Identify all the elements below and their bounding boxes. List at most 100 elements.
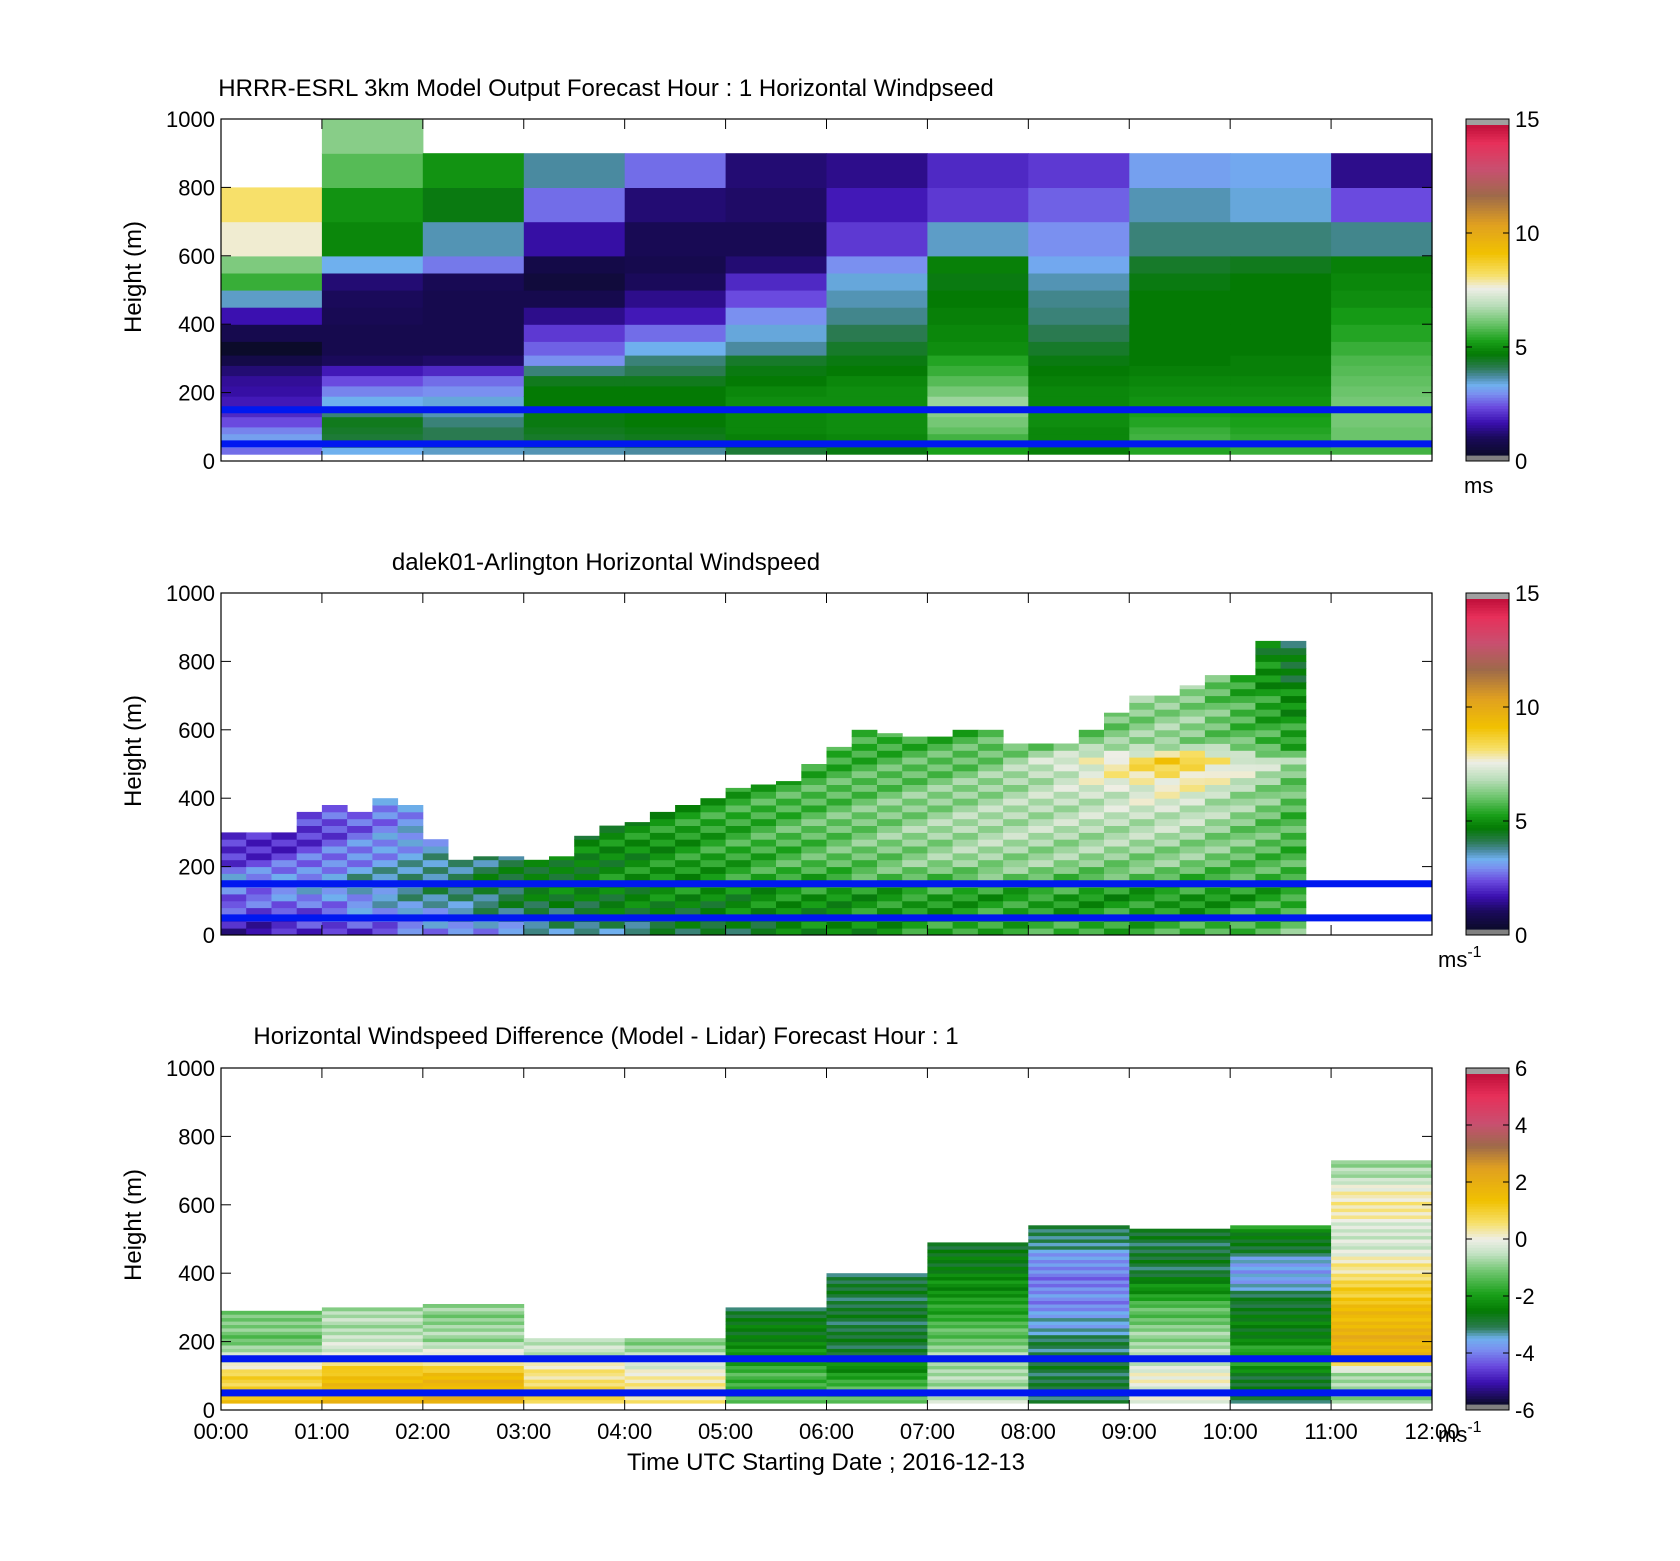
heatmap-cell <box>902 832 928 840</box>
heatmap-cell <box>826 1334 928 1339</box>
heatmap-cell <box>725 1331 827 1336</box>
heatmap-cell <box>221 1314 323 1319</box>
heatmap-cell <box>1230 1235 1332 1240</box>
heatmap-cell <box>1331 1201 1433 1206</box>
panel-2-title: dalek01-Arlington Horizontal Windspeed <box>392 549 820 576</box>
heatmap-cell <box>1129 1228 1231 1233</box>
colorbar-segment <box>1466 643 1509 647</box>
heatmap-cell <box>927 1327 1029 1332</box>
heatmap-cell <box>1129 1280 1231 1284</box>
heatmap-cell <box>221 1365 323 1370</box>
colorbar-segment <box>1466 1214 1509 1218</box>
heatmap-cell <box>725 426 828 435</box>
heatmap-cell <box>246 900 272 909</box>
heatmap-cell <box>725 866 752 874</box>
colorbar-segment <box>1466 1120 1509 1125</box>
colorbar-segment <box>1466 678 1509 683</box>
x-tick-label: 03:00 <box>496 1419 551 1444</box>
x-tick-label: 00:00 <box>193 1419 248 1444</box>
heatmap-cell <box>1230 1386 1332 1390</box>
x-tick-label: 06:00 <box>799 1419 854 1444</box>
heatmap-cell <box>1204 818 1231 826</box>
heatmap-cell <box>1129 736 1155 744</box>
colorbar-segment <box>1466 136 1509 140</box>
heatmap-cell <box>851 846 878 854</box>
heatmap-cell <box>1129 852 1155 861</box>
heatmap-cell <box>1280 887 1307 895</box>
colorbar-segment <box>1466 1156 1509 1160</box>
heatmap-cell <box>675 825 701 833</box>
heatmap-cell <box>1331 324 1433 342</box>
heatmap-cell <box>1331 1221 1433 1226</box>
heatmap-cell <box>1078 811 1105 820</box>
colorbar-segment <box>1466 1137 1509 1141</box>
heatmap-cell <box>1230 433 1332 441</box>
heatmap-cell <box>1129 1300 1231 1305</box>
heatmap-cell <box>422 255 525 274</box>
colorbar-segment <box>1466 623 1509 628</box>
heatmap-cell <box>246 866 272 874</box>
heatmap-cell <box>1154 736 1181 744</box>
heatmap-cell <box>246 921 272 929</box>
heatmap-cell <box>1331 1375 1433 1380</box>
heatmap-cell <box>826 928 853 936</box>
heatmap-cell <box>599 907 626 915</box>
heatmap-cell <box>1053 866 1080 874</box>
heatmap-cell <box>1230 798 1256 806</box>
colorbar-tick-label: 15 <box>1515 581 1539 606</box>
heatmap-cell <box>422 1386 525 1390</box>
colorbar-segment <box>1466 700 1509 705</box>
heatmap-cell <box>675 818 701 826</box>
heatmap-cell <box>851 798 878 806</box>
y-tick-label: 600 <box>178 1193 215 1218</box>
heatmap-cell <box>1331 1228 1433 1233</box>
heatmap-cell <box>1280 825 1307 833</box>
heatmap-cell <box>877 907 903 915</box>
heatmap-cell <box>826 375 928 387</box>
heatmap-cell <box>725 290 828 308</box>
heatmap-cell <box>473 856 499 861</box>
colorbar-segment <box>1466 843 1509 848</box>
heatmap-cell <box>1129 307 1231 325</box>
heatmap-cell <box>1230 1239 1332 1243</box>
colorbar-segment <box>1466 764 1509 768</box>
heatmap-cell <box>1104 729 1130 738</box>
heatmap-cell <box>1129 1232 1231 1237</box>
heatmap-cell <box>776 894 802 902</box>
colorbar-segment <box>1466 158 1509 162</box>
heatmap-cell <box>1331 1256 1433 1260</box>
heatmap-cell <box>1129 365 1231 377</box>
heatmap-cell <box>1179 805 1206 813</box>
heatmap-cell <box>1179 729 1206 738</box>
heatmap-cell <box>1230 1307 1332 1312</box>
heatmap-cell <box>851 818 878 826</box>
heatmap-cell <box>1331 1307 1433 1312</box>
heatmap-cell <box>321 1386 424 1390</box>
heatmap-cell <box>1280 729 1307 738</box>
heatmap-cell <box>826 750 853 758</box>
heatmap-cell <box>826 811 853 820</box>
heatmap-cell <box>221 272 323 291</box>
heatmap-cell <box>977 791 1004 799</box>
heatmap-cell <box>952 791 979 799</box>
colorbar-segment <box>1466 325 1509 330</box>
heatmap-cell <box>1280 668 1307 676</box>
colorbar-segment <box>1466 372 1509 376</box>
heatmap-cell <box>473 873 499 881</box>
heatmap-cell <box>877 846 903 854</box>
heatmap-cell <box>851 811 878 820</box>
heatmap-cell <box>1129 272 1231 291</box>
heatmap-cell <box>1129 764 1155 772</box>
x-tick-labels: 00:00 01:00 02:00 03:00 04:00 05:00 06:00 07:00… <box>193 1419 1459 1444</box>
heatmap-cell <box>1280 654 1307 662</box>
heatmap-cell <box>1230 928 1256 936</box>
heatmap-cell <box>221 1386 323 1390</box>
heatmap-cell <box>1255 770 1282 779</box>
y-tick-label: 0 <box>203 449 215 474</box>
heatmap-cell <box>1331 1235 1433 1240</box>
colorbar-segment <box>1466 295 1509 299</box>
colorbar-segment <box>1466 303 1509 308</box>
heatmap-cell <box>321 1396 424 1401</box>
heatmap-cell <box>927 1317 1029 1322</box>
heatmap-cell <box>574 928 600 936</box>
